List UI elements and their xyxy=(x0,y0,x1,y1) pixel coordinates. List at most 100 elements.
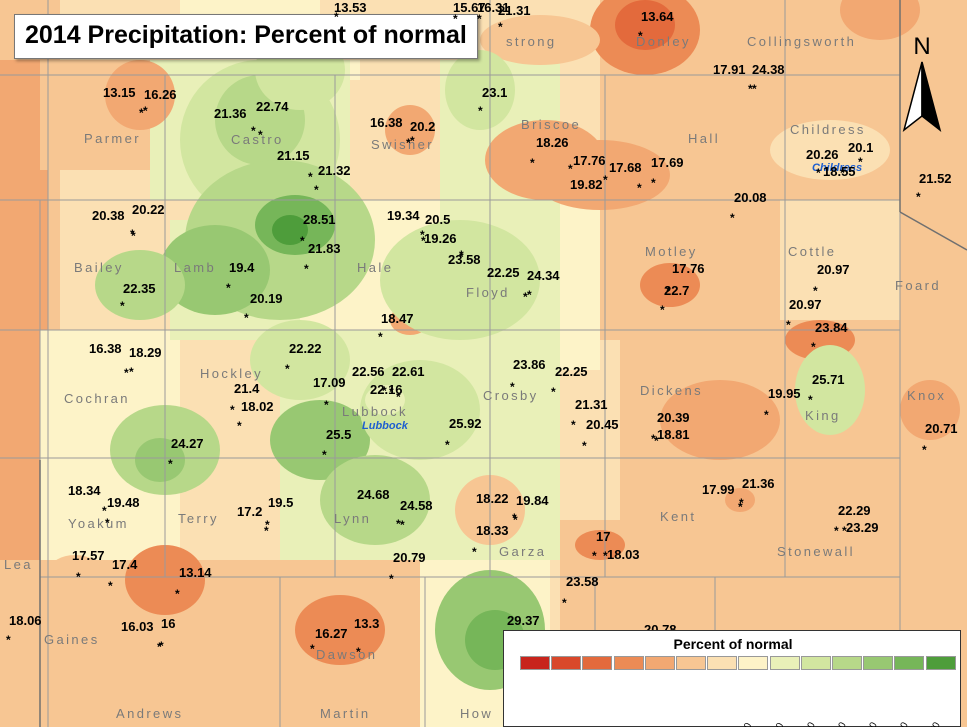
station-marker[interactable]: * xyxy=(568,162,573,176)
station-value-label: 18.06 xyxy=(9,613,42,628)
station-marker[interactable]: * xyxy=(304,262,309,276)
station-marker[interactable]: * xyxy=(478,104,483,118)
station-marker[interactable]: * xyxy=(264,524,269,538)
station-marker[interactable]: * xyxy=(285,362,290,376)
station-marker[interactable]: * xyxy=(562,596,567,610)
station-marker[interactable]: * xyxy=(258,128,263,142)
station-marker[interactable]: * xyxy=(175,587,180,601)
station-value-label: 18.47 xyxy=(381,311,414,326)
station-marker[interactable]: * xyxy=(834,524,839,538)
station-marker[interactable]: * xyxy=(159,639,164,653)
station-marker[interactable]: * xyxy=(808,393,813,407)
station-marker[interactable]: * xyxy=(168,457,173,471)
station-marker[interactable]: * xyxy=(389,572,394,586)
station-marker[interactable]: * xyxy=(76,570,81,584)
station-marker[interactable]: * xyxy=(666,284,671,298)
station-marker[interactable]: * xyxy=(603,173,608,187)
station-marker[interactable]: * xyxy=(251,124,256,138)
station-marker[interactable]: * xyxy=(651,176,656,190)
station-marker[interactable]: * xyxy=(396,390,401,404)
station-marker[interactable]: * xyxy=(265,518,270,532)
station-marker[interactable]: * xyxy=(840,166,845,180)
station-marker[interactable]: * xyxy=(858,155,863,169)
station-marker[interactable]: * xyxy=(105,516,110,530)
station-marker[interactable]: * xyxy=(453,12,458,26)
station-value-label: 17.2 xyxy=(237,504,263,519)
station-marker[interactable]: * xyxy=(226,281,231,295)
station-marker[interactable]: * xyxy=(527,288,532,302)
station-marker[interactable]: * xyxy=(6,633,11,647)
station-marker[interactable]: * xyxy=(523,290,528,304)
station-marker[interactable]: * xyxy=(660,303,665,317)
station-marker[interactable]: * xyxy=(603,549,608,563)
station-marker[interactable]: * xyxy=(139,106,144,120)
station-marker[interactable]: * xyxy=(396,517,401,531)
station-marker[interactable]: * xyxy=(498,20,503,34)
station-marker[interactable]: * xyxy=(530,156,535,170)
station-marker[interactable]: * xyxy=(459,248,464,262)
station-marker[interactable]: * xyxy=(571,418,576,432)
station-marker[interactable]: * xyxy=(739,496,744,510)
station-marker[interactable]: * xyxy=(551,385,556,399)
station-marker[interactable]: * xyxy=(592,549,597,563)
station-marker[interactable]: * xyxy=(130,227,135,241)
station-marker[interactable]: * xyxy=(230,403,235,417)
station-marker[interactable]: * xyxy=(356,645,361,659)
station-value-label: 17.09 xyxy=(313,375,346,390)
station-marker[interactable]: * xyxy=(922,443,927,457)
station-marker[interactable]: * xyxy=(378,330,383,344)
station-marker[interactable]: * xyxy=(477,12,482,26)
station-marker[interactable]: * xyxy=(300,234,305,248)
station-marker[interactable]: * xyxy=(410,134,415,148)
station-marker[interactable]: * xyxy=(764,408,769,422)
station-value-label: 18.22 xyxy=(476,491,509,506)
station-marker[interactable]: * xyxy=(382,384,387,398)
station-value-label: 21.32 xyxy=(318,163,351,178)
station-marker[interactable]: * xyxy=(459,250,464,264)
station-marker[interactable]: * xyxy=(237,419,242,433)
station-marker[interactable]: * xyxy=(811,340,816,354)
station-marker[interactable]: * xyxy=(752,82,757,96)
station-marker[interactable]: * xyxy=(637,181,642,195)
station-value-label: 17.68 xyxy=(609,160,642,175)
station-marker[interactable]: * xyxy=(472,545,477,559)
station-marker[interactable]: * xyxy=(813,284,818,298)
station-marker[interactable]: * xyxy=(816,166,821,180)
station-marker[interactable]: * xyxy=(324,398,329,412)
station-marker[interactable]: * xyxy=(157,640,162,654)
station-marker[interactable]: * xyxy=(400,518,405,532)
station-marker[interactable]: * xyxy=(131,229,136,243)
station-marker[interactable]: * xyxy=(510,380,515,394)
station-marker[interactable]: * xyxy=(445,438,450,452)
station-marker[interactable]: * xyxy=(916,190,921,204)
station-marker[interactable]: * xyxy=(334,10,339,24)
station-marker[interactable]: * xyxy=(748,82,753,96)
station-marker[interactable]: * xyxy=(513,513,518,527)
station-marker[interactable]: * xyxy=(322,448,327,462)
county-label-lamb: Lamb xyxy=(174,260,217,275)
station-marker[interactable]: * xyxy=(651,432,656,446)
station-marker[interactable]: * xyxy=(102,504,107,518)
station-marker[interactable]: * xyxy=(314,183,319,197)
station-marker[interactable]: * xyxy=(582,439,587,453)
station-marker[interactable]: * xyxy=(512,511,517,525)
station-marker[interactable]: * xyxy=(120,299,125,313)
station-marker[interactable]: * xyxy=(730,211,735,225)
station-marker[interactable]: * xyxy=(310,642,315,656)
station-marker[interactable]: * xyxy=(244,311,249,325)
station-marker[interactable]: * xyxy=(129,365,134,379)
station-marker[interactable]: * xyxy=(842,524,847,538)
station-marker[interactable]: * xyxy=(738,500,743,514)
station-marker[interactable]: * xyxy=(654,434,659,448)
station-marker[interactable]: * xyxy=(786,318,791,332)
station-marker[interactable]: * xyxy=(420,228,425,242)
station-marker[interactable]: * xyxy=(406,136,411,150)
station-marker[interactable]: * xyxy=(124,366,129,380)
station-marker[interactable]: * xyxy=(638,29,643,43)
station-marker[interactable]: * xyxy=(389,385,394,399)
station-marker[interactable]: * xyxy=(308,170,313,184)
station-marker[interactable]: * xyxy=(108,579,113,593)
station-marker[interactable]: * xyxy=(421,234,426,248)
station-marker[interactable]: * xyxy=(143,104,148,118)
